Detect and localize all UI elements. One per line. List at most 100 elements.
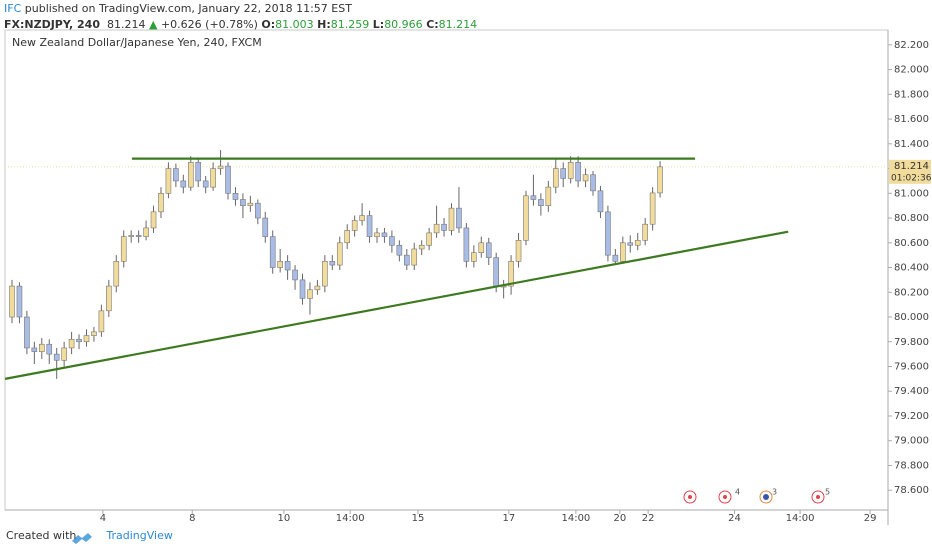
event-label: 5 <box>825 488 830 497</box>
event-icon-dot <box>723 495 727 499</box>
candle-body <box>262 217 269 237</box>
candle-body <box>545 186 552 206</box>
candle-body <box>284 261 291 271</box>
candle-body <box>575 162 581 182</box>
x-tick-label: 14:00 <box>336 513 365 524</box>
candle-body <box>98 310 105 333</box>
y-tick-label: 82.000 <box>894 65 929 76</box>
ohlc-fields: O:81.003 H:81.259 L:80.966 C:81.214 <box>261 18 477 31</box>
candle-body <box>597 190 604 213</box>
candle-body <box>426 232 432 246</box>
up-arrow: ▲ <box>148 18 158 31</box>
candle-body <box>567 162 574 179</box>
price: 81.214 <box>106 18 146 31</box>
y-tick-label: 79.200 <box>894 411 929 422</box>
candle-body <box>441 223 447 231</box>
published: published on TradingView.com, January 22… <box>24 2 352 15</box>
candle-body <box>247 202 254 206</box>
y-tick-label: 80.000 <box>894 312 929 323</box>
y-tick-label: 78.600 <box>894 485 929 496</box>
candle-body <box>359 215 365 221</box>
candle-body <box>24 316 30 349</box>
candle-body <box>389 236 395 246</box>
candle-body <box>38 343 45 352</box>
candle-body <box>165 168 172 194</box>
chart-title: New Zealand Dollar/Japanese Yen, 240, FX… <box>12 36 262 49</box>
candle-body <box>225 165 231 194</box>
candle-body <box>269 236 276 268</box>
candle-body <box>478 242 485 253</box>
plot-frame <box>4 29 889 511</box>
candle-body <box>605 211 611 256</box>
publish-line: IFC published on TradingView.com, Januar… <box>4 1 477 17</box>
candle-body <box>403 254 410 266</box>
event-label: 3 <box>772 488 777 497</box>
countdown: 01:02:36 <box>891 173 932 183</box>
x-tick-label: 14:00 <box>561 513 590 524</box>
y-tick-label: 81.000 <box>894 188 929 199</box>
field-value: 81.003 <box>275 18 314 31</box>
candle-body <box>620 242 626 262</box>
x-tick-label: 17 <box>502 513 515 524</box>
candle-body <box>582 174 589 182</box>
candle-body <box>538 199 544 206</box>
y-tick-label: 79.800 <box>894 337 929 348</box>
candle-body <box>106 285 112 312</box>
candle-body <box>173 168 179 182</box>
field-label: O: <box>261 18 276 31</box>
candle-body <box>180 180 187 188</box>
tv-logo-shape <box>72 533 92 544</box>
y-tick-label: 78.800 <box>894 460 929 471</box>
candle-body <box>61 347 67 361</box>
x-tick-label: 24 <box>728 513 741 524</box>
candle-body <box>195 162 202 182</box>
candle-body <box>9 285 15 318</box>
candle-body <box>649 192 656 225</box>
price-tag-label: 81.214 <box>894 161 929 172</box>
candle-body <box>590 174 596 192</box>
event-icon-dot <box>816 495 820 499</box>
candle-body <box>150 211 157 229</box>
y-tick-label: 81.800 <box>894 89 929 100</box>
field-label: L: <box>372 18 385 31</box>
candle-body <box>612 254 619 262</box>
quote-line: FX:NZDJPY, 240 81.214 ▲ +0.626 (+0.78%) … <box>4 17 477 33</box>
candle-body <box>515 240 522 262</box>
candle-body <box>344 230 351 244</box>
plot <box>4 150 888 380</box>
candle-body <box>642 223 648 241</box>
candle-body <box>493 257 499 287</box>
y-tick-label: 82.200 <box>894 40 929 51</box>
candle-body <box>396 244 403 256</box>
x-tick-label: 14:00 <box>786 513 815 524</box>
candle-body <box>530 195 537 200</box>
y-tick-label: 81.600 <box>894 114 929 125</box>
candle-body <box>552 168 559 188</box>
candle-body <box>471 252 477 262</box>
x-tick-label: 4 <box>100 513 106 524</box>
candle-body <box>307 289 313 299</box>
candle-body <box>210 168 216 188</box>
x-tick-label: 29 <box>864 513 877 524</box>
candle-body <box>627 242 634 246</box>
y-tick-label: 80.200 <box>894 287 929 298</box>
candle-body <box>634 240 641 246</box>
change: +0.626 (+0.78%) <box>160 18 258 31</box>
event-icons <box>683 490 825 504</box>
candle-body <box>411 248 418 266</box>
candle-body <box>83 335 90 343</box>
candle-body <box>374 232 380 237</box>
candle-body <box>508 261 514 287</box>
event-icon-dot <box>688 495 692 499</box>
candle-body <box>560 168 567 179</box>
y-tick-label: 80.600 <box>894 238 929 249</box>
candle-body <box>381 232 388 237</box>
candle-body <box>135 235 142 237</box>
field-value: 81.259 <box>330 18 370 31</box>
y-tick-label: 81.400 <box>894 139 929 150</box>
event-icon <box>759 490 773 504</box>
candle-body <box>187 162 194 188</box>
price-tag <box>889 159 931 184</box>
